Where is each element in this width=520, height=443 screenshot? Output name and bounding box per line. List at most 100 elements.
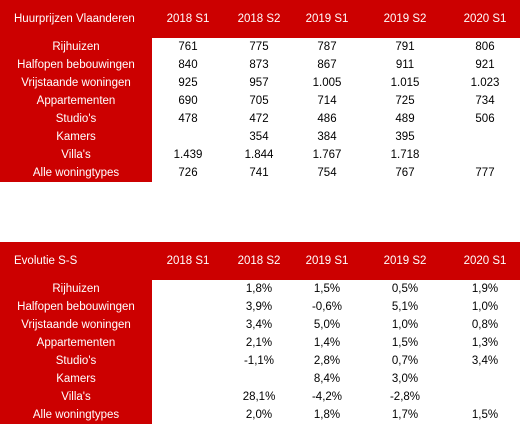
- table-row: Appartementen 690 705 714 725 734: [0, 92, 520, 110]
- table-row: Villa's 1.439 1.844 1.767 1.718: [0, 146, 520, 164]
- table-cell: 0,7%: [360, 352, 450, 370]
- table-cell: 767: [360, 164, 450, 182]
- table-row: Villa's 28,1% -4,2% -2,8%: [0, 388, 520, 406]
- table-cell: 911: [360, 56, 450, 74]
- table-cell: 791: [360, 38, 450, 56]
- table-cell: 921: [450, 56, 520, 74]
- table-cell: [152, 388, 224, 406]
- row-label: Kamers: [0, 370, 152, 388]
- column-header: 2019 S1: [294, 0, 360, 38]
- table-cell: 775: [224, 38, 294, 56]
- evolution-table: Evolutie S-S 2018 S1 2018 S2 2019 S1 201…: [0, 242, 520, 424]
- table-cell: 1,8%: [224, 280, 294, 298]
- table-cell: 8,4%: [294, 370, 360, 388]
- table-cell: 2,0%: [224, 406, 294, 424]
- table-cell: [450, 388, 520, 406]
- table-cell: 3,9%: [224, 298, 294, 316]
- table-cell: 2,1%: [224, 334, 294, 352]
- table-cell: 690: [152, 92, 224, 110]
- header-row: Evolutie S-S 2018 S1 2018 S2 2019 S1 201…: [0, 242, 520, 280]
- table-row: Studio's 478 472 486 489 506: [0, 110, 520, 128]
- table-cell: [152, 352, 224, 370]
- table-cell: 714: [294, 92, 360, 110]
- table-row: Vrijstaande woningen 3,4% 5,0% 1,0% 0,8%: [0, 316, 520, 334]
- table-row: Studio's -1,1% 2,8% 0,7% 3,4%: [0, 352, 520, 370]
- table-cell: [450, 128, 520, 146]
- header-row: Huurprijzen Vlaanderen 2018 S1 2018 S2 2…: [0, 0, 520, 38]
- table-cell: 873: [224, 56, 294, 74]
- column-header: 2018 S2: [224, 0, 294, 38]
- table-cell: 1,0%: [450, 298, 520, 316]
- table-cell: 2,8%: [294, 352, 360, 370]
- table-row: Halfopen bebouwingen 3,9% -0,6% 5,1% 1,0%: [0, 298, 520, 316]
- table-cell: 0,8%: [450, 316, 520, 334]
- table-cell: 1.767: [294, 146, 360, 164]
- table-row: Rijhuizen 1,8% 1,5% 0,5% 1,9%: [0, 280, 520, 298]
- table-cell: 1,4%: [294, 334, 360, 352]
- row-label: Halfopen bebouwingen: [0, 298, 152, 316]
- table-cell: 472: [224, 110, 294, 128]
- table-cell: 840: [152, 56, 224, 74]
- row-label: Villa's: [0, 388, 152, 406]
- table-cell: 5,0%: [294, 316, 360, 334]
- table-cell: 1,9%: [450, 280, 520, 298]
- table-cell: 1.023: [450, 74, 520, 92]
- table-title: Huurprijzen Vlaanderen: [0, 0, 152, 38]
- table-cell: 925: [152, 74, 224, 92]
- column-header: 2020 S1: [450, 242, 520, 280]
- row-label: Studio's: [0, 352, 152, 370]
- column-header: 2018 S1: [152, 242, 224, 280]
- row-label: Villa's: [0, 146, 152, 164]
- table-cell: 777: [450, 164, 520, 182]
- table-cell: 0,5%: [360, 280, 450, 298]
- table-cell: [152, 128, 224, 146]
- table-cell: -4,2%: [294, 388, 360, 406]
- table-cell: 384: [294, 128, 360, 146]
- table-cell: 725: [360, 92, 450, 110]
- table-cell: [152, 280, 224, 298]
- rental-prices-table: Huurprijzen Vlaanderen 2018 S1 2018 S2 2…: [0, 0, 520, 182]
- column-header: 2019 S1: [294, 242, 360, 280]
- table-cell: 867: [294, 56, 360, 74]
- table-cell: 5,1%: [360, 298, 450, 316]
- table-cell: 754: [294, 164, 360, 182]
- table-cell: 28,1%: [224, 388, 294, 406]
- column-header: 2018 S2: [224, 242, 294, 280]
- table-cell: 1.844: [224, 146, 294, 164]
- table-cell: 1.439: [152, 146, 224, 164]
- row-label: Vrijstaande woningen: [0, 316, 152, 334]
- table-cell: 506: [450, 110, 520, 128]
- table-cell: 761: [152, 38, 224, 56]
- table-cell: [152, 334, 224, 352]
- table-cell: 1,3%: [450, 334, 520, 352]
- row-label: Rijhuizen: [0, 38, 152, 56]
- table-cell: 3,4%: [450, 352, 520, 370]
- table-cell: 1.015: [360, 74, 450, 92]
- table-title: Evolutie S-S: [0, 242, 152, 280]
- table-row: Halfopen bebouwingen 840 873 867 911 921: [0, 56, 520, 74]
- row-label: Alle woningtypes: [0, 406, 152, 424]
- table-cell: [450, 370, 520, 388]
- table-cell: 705: [224, 92, 294, 110]
- table-row: Appartementen 2,1% 1,4% 1,5% 1,3%: [0, 334, 520, 352]
- table-cell: -2,8%: [360, 388, 450, 406]
- table-cell: [224, 370, 294, 388]
- table-cell: 741: [224, 164, 294, 182]
- column-header: 2020 S1: [450, 0, 520, 38]
- table-cell: 1.005: [294, 74, 360, 92]
- column-header: 2019 S2: [360, 0, 450, 38]
- table-cell: 1.718: [360, 146, 450, 164]
- table-cell: [152, 406, 224, 424]
- table-row: Rijhuizen 761 775 787 791 806: [0, 38, 520, 56]
- row-label: Appartementen: [0, 92, 152, 110]
- column-header: 2019 S2: [360, 242, 450, 280]
- table-cell: 957: [224, 74, 294, 92]
- table-cell: 1,5%: [450, 406, 520, 424]
- table-cell: 806: [450, 38, 520, 56]
- table-cell: -0,6%: [294, 298, 360, 316]
- table-cell: 489: [360, 110, 450, 128]
- table-cell: [450, 146, 520, 164]
- table-cell: 486: [294, 110, 360, 128]
- table-cell: 354: [224, 128, 294, 146]
- table-cell: 787: [294, 38, 360, 56]
